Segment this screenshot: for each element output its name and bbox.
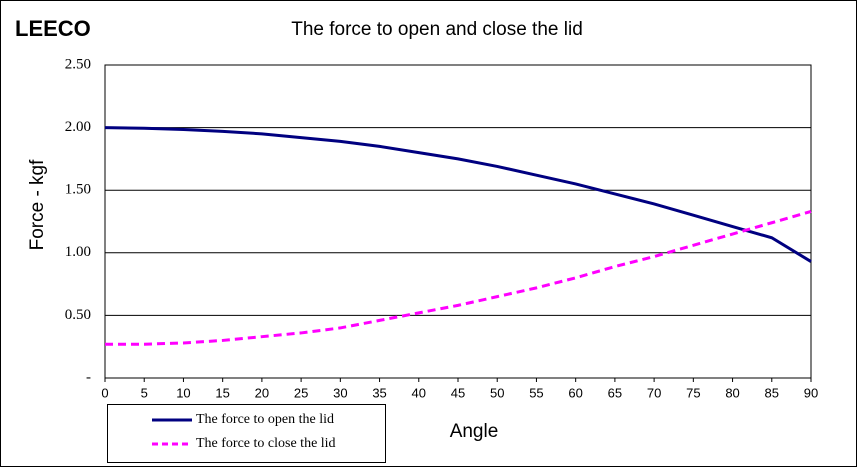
y-tick-label: 1.50 — [65, 182, 91, 198]
x-tick-label: 80 — [725, 385, 739, 400]
series-line — [104, 126, 812, 263]
x-axis-label: Angle — [450, 421, 499, 442]
x-tick-label: 40 — [412, 385, 426, 400]
x-tick-label: 20 — [255, 385, 269, 400]
x-tick-label: 45 — [451, 385, 465, 400]
y-tick-label: 2.00 — [65, 119, 91, 135]
y-tick-label: 0.50 — [65, 307, 91, 323]
x-tick-label: 90 — [804, 385, 818, 400]
legend-label: The force to open the lid — [196, 412, 334, 427]
plot-border — [104, 64, 812, 379]
logo: LEECO — [15, 16, 91, 41]
x-tick-label: 85 — [765, 385, 779, 400]
legend — [107, 404, 386, 463]
x-tick-label: 70 — [647, 385, 661, 400]
x-tick-label: 30 — [333, 385, 347, 400]
y-tick-label: 1.00 — [65, 244, 91, 260]
x-tick-label: 5 — [141, 385, 148, 400]
series-line — [105, 210, 812, 346]
x-tick-label: 15 — [215, 385, 229, 400]
chart-title: The force to open and close the lid — [291, 19, 583, 40]
x-tick-label: 75 — [686, 385, 700, 400]
x-tick-label: 60 — [568, 385, 582, 400]
legend-label: The force to close the lid — [196, 436, 336, 451]
x-tick-label: 10 — [176, 385, 190, 400]
x-tick-label: 65 — [608, 385, 622, 400]
y-tick-label: - — [86, 369, 91, 385]
x-tick-label: 55 — [529, 385, 543, 400]
x-tick-label: 35 — [372, 385, 386, 400]
x-tick-label: 25 — [294, 385, 308, 400]
x-tick-label: 0 — [101, 385, 108, 400]
x-tick-label: 50 — [490, 385, 504, 400]
y-axis-label: Force - kgf — [27, 159, 48, 251]
y-tick-label: 2.50 — [65, 56, 91, 72]
